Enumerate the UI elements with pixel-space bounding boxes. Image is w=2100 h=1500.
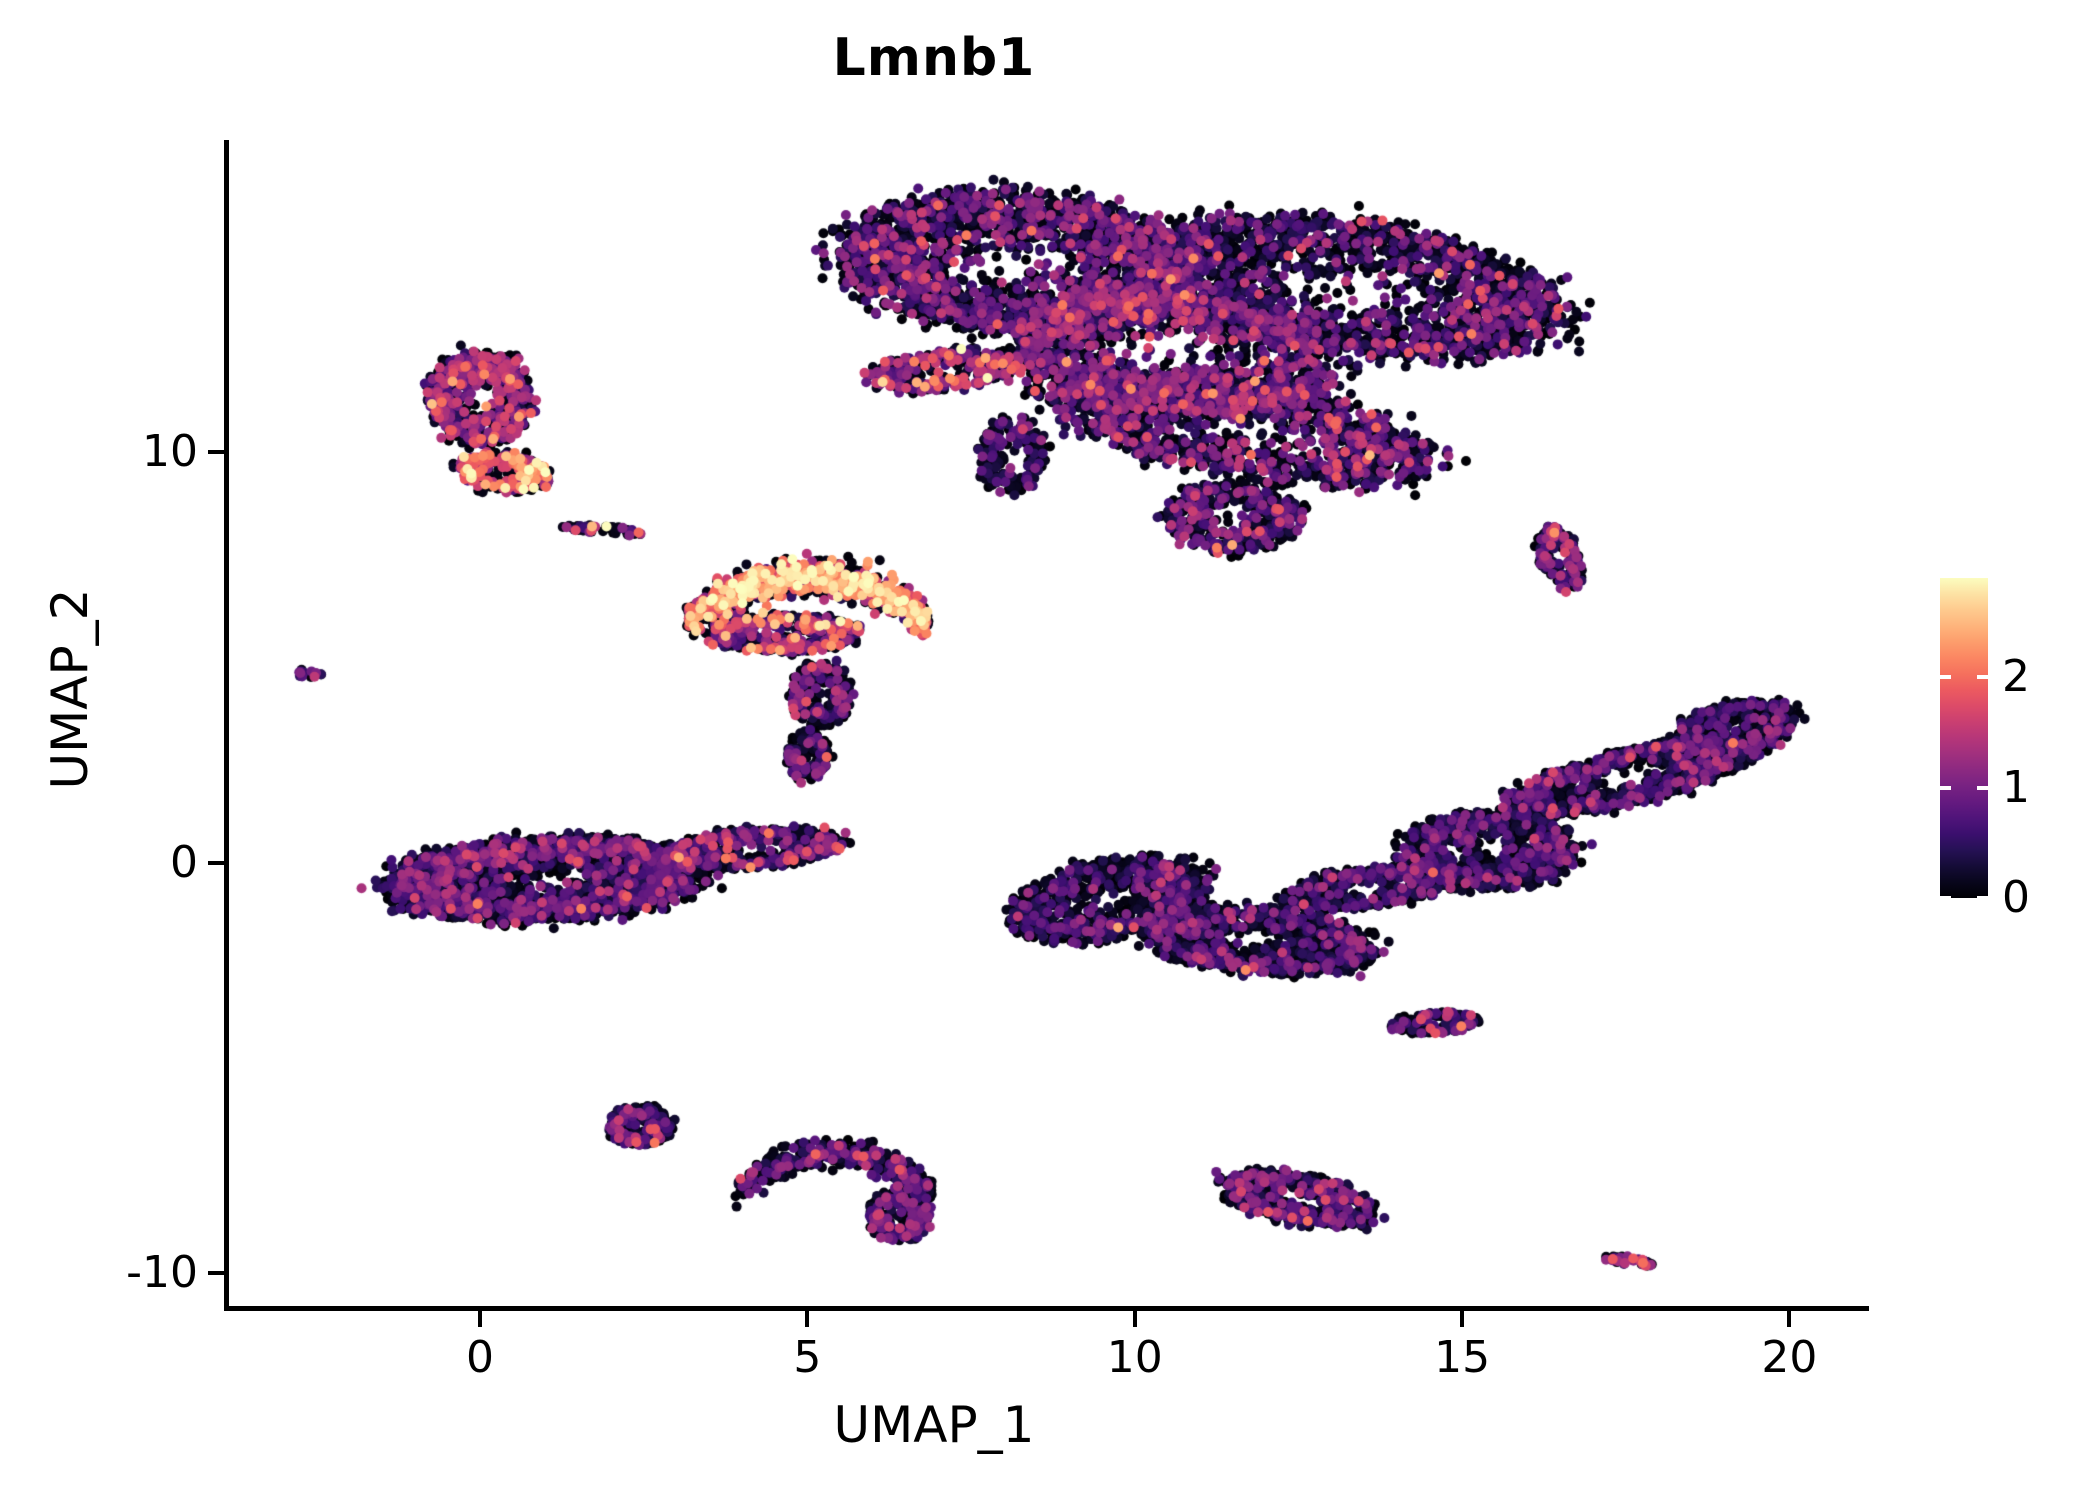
colorbar-tick-mark (1940, 675, 1951, 680)
colorbar-tick-label: 1 (2002, 761, 2030, 813)
colorbar[interactable]: 0 1 2 (1940, 578, 2090, 920)
colorbar-tick-mark (1977, 896, 1988, 900)
x-tick-mark (478, 1311, 483, 1327)
y-tick-mark (208, 860, 224, 865)
x-tick-label: 15 (1434, 1332, 1491, 1383)
x-tick-label: 10 (1106, 1332, 1163, 1383)
x-tick-mark (1132, 1311, 1137, 1327)
y-axis-spine (224, 140, 229, 1311)
colorbar-tick-mark (1940, 896, 1951, 900)
colorbar-tick-label: 0 (2002, 872, 2030, 923)
x-tick-mark (805, 1311, 810, 1327)
x-axis-spine (224, 1306, 1869, 1311)
x-tick-label: 0 (466, 1332, 495, 1383)
page-title: Lmnb1 (832, 28, 1036, 88)
umap-scatter-canvas[interactable] (228, 140, 1868, 1308)
x-tick-label: 20 (1761, 1332, 1818, 1383)
y-axis-title: UMAP_2 (41, 588, 99, 790)
x-tick-mark (1787, 1311, 1792, 1327)
y-tick-label: 10 (142, 426, 198, 477)
colorbar-tick-mark (1977, 785, 1988, 790)
y-tick-label: -10 (126, 1247, 198, 1299)
scatter-plot-area[interactable] (228, 140, 1868, 1308)
colorbar-tick-mark (1940, 785, 1951, 790)
y-tick-label: 0 (170, 836, 198, 888)
colorbar-tick-mark (1977, 675, 1988, 680)
x-tick-mark (1460, 1311, 1465, 1327)
y-tick-mark (208, 1271, 224, 1276)
colorbar-gradient (1940, 578, 1988, 898)
x-axis-title: UMAP_1 (833, 1396, 1035, 1454)
x-tick-label: 5 (793, 1332, 822, 1383)
colorbar-tick-label: 2 (2002, 651, 2030, 703)
y-tick-mark (208, 450, 224, 454)
